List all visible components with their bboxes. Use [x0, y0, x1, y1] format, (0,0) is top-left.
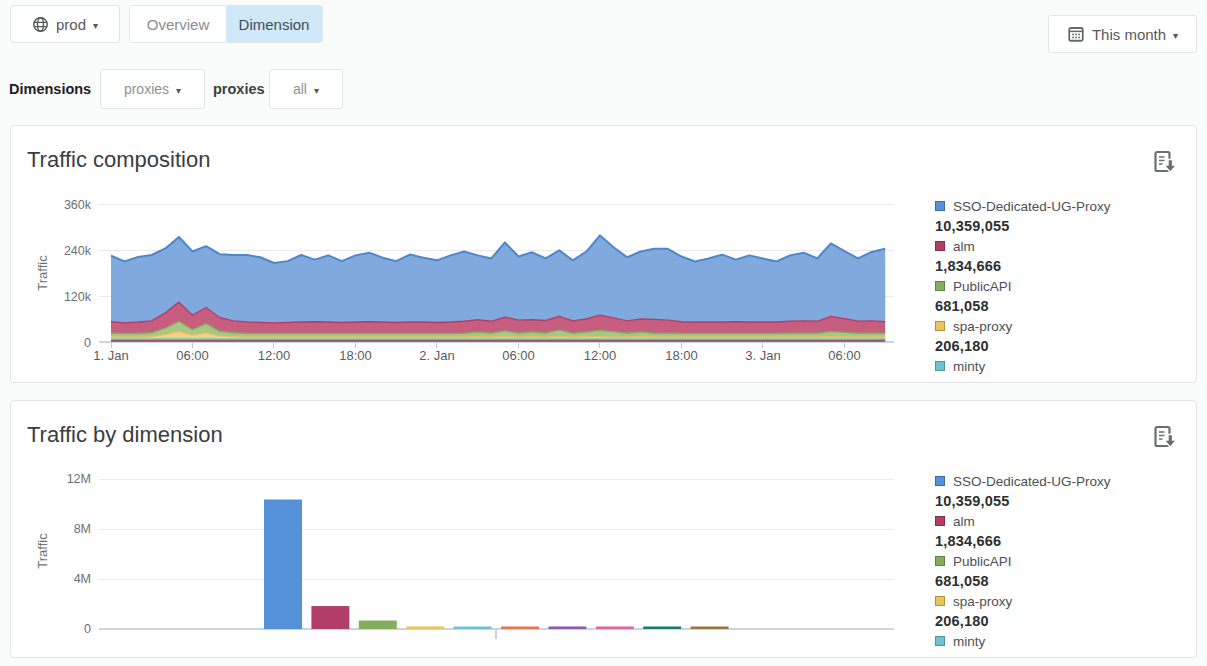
legend-value: 10,359,055: [935, 216, 1193, 236]
selected-dimension-label: proxies: [213, 81, 265, 97]
legend-label: spa-proxy: [953, 319, 1012, 334]
legend-label: minty: [953, 359, 985, 374]
legend-swatch: [935, 201, 945, 211]
y-tick-label: 0: [84, 336, 91, 350]
calendar-icon: [1067, 25, 1085, 43]
bar-dim6: [501, 627, 539, 630]
legend-label: spa-proxy: [953, 594, 1012, 609]
dimension-value-select[interactable]: all ▾: [269, 69, 343, 109]
dimension-select[interactable]: proxies ▾: [100, 69, 205, 109]
legend-value: 1,834,666: [935, 531, 1193, 551]
legend-swatch: [935, 596, 945, 606]
caret-down-icon: ▾: [93, 20, 98, 31]
dimensions-label: Dimensions: [9, 81, 91, 97]
legend-label: SSO-Dedicated-UG-Proxy: [953, 474, 1111, 489]
bar-dim10: [691, 627, 729, 630]
legend-item[interactable]: SSO-Dedicated-UG-Proxy: [935, 471, 1193, 491]
bar-dim8: [596, 627, 634, 630]
card-title: Traffic composition: [27, 147, 210, 173]
legend-value: [935, 376, 1193, 377]
bar-alm: [311, 606, 349, 629]
traffic-by-dimension-card: 0 4M 8M 12M Traffic Traffic by dimension SSO…: [10, 400, 1197, 658]
view-tabs: Overview Dimension: [129, 5, 323, 43]
x-tick-label: 18:00: [339, 348, 372, 363]
download-report-icon: [1153, 425, 1177, 451]
y-tick-label: 4M: [74, 572, 91, 586]
export-report-button[interactable]: [1153, 150, 1177, 176]
caret-down-icon: ▾: [1173, 30, 1178, 41]
date-range-label: This month: [1092, 26, 1166, 43]
bar-minty: [454, 627, 492, 630]
bar-spa-proxy: [406, 626, 444, 629]
legend-item[interactable]: PublicAPI: [935, 276, 1193, 296]
legend-label: minty: [953, 634, 985, 649]
legend-swatch: [935, 556, 945, 566]
export-report-button[interactable]: [1153, 425, 1177, 451]
legend-item[interactable]: spa-proxy: [935, 591, 1193, 611]
x-tick-label: 18:00: [665, 348, 698, 363]
legend-label: PublicAPI: [953, 279, 1012, 294]
legend-label: SSO-Dedicated-UG-Proxy: [953, 199, 1111, 214]
caret-down-icon: ▾: [176, 85, 181, 96]
legend-swatch: [935, 516, 945, 526]
legend-value: 10,359,055: [935, 491, 1193, 511]
y-tick-label: 120k: [64, 290, 92, 304]
y-tick-label: 360k: [64, 198, 92, 212]
bar-SSO-Dedicated-UG-Proxy: [264, 500, 302, 629]
area-series-SSO-Dedicated-UG-Proxy: [111, 235, 885, 322]
y-axis-label: Traffic: [35, 533, 50, 569]
legend-item[interactable]: PublicAPI: [935, 551, 1193, 571]
legend-value: 206,180: [935, 336, 1193, 356]
legend-label: PublicAPI: [953, 554, 1012, 569]
x-tick-label: 06:00: [828, 348, 861, 363]
y-tick-label: 12M: [67, 472, 91, 486]
legend-swatch: [935, 476, 945, 486]
legend-value: 1,834,666: [935, 256, 1193, 276]
legend-swatch: [935, 361, 945, 371]
legend-value: 681,058: [935, 571, 1193, 591]
tab-overview[interactable]: Overview: [130, 6, 226, 42]
legend-item[interactable]: minty: [935, 631, 1193, 650]
legend-swatch: [935, 636, 945, 646]
legend-item[interactable]: spa-proxy: [935, 316, 1193, 336]
x-tick-label: 06:00: [502, 348, 535, 363]
x-tick-label: 1. Jan: [93, 348, 128, 363]
date-range-selector[interactable]: This month ▾: [1048, 15, 1197, 53]
legend-swatch: [935, 281, 945, 291]
x-tick-label: 2. Jan: [419, 348, 454, 363]
download-report-icon: [1153, 150, 1177, 176]
legend-value: 681,058: [935, 296, 1193, 316]
y-tick-label: 0: [84, 622, 91, 636]
caret-down-icon: ▾: [314, 85, 319, 96]
x-tick-label: 12:00: [584, 348, 617, 363]
legend-label: alm: [953, 239, 975, 254]
legend-item[interactable]: alm: [935, 236, 1193, 256]
environment-label: prod: [56, 16, 86, 33]
chart-legend: SSO-Dedicated-UG-Proxy 10,359,055 alm 1,834…: [935, 196, 1193, 377]
x-tick-label: 06:00: [176, 348, 209, 363]
bar-dim7: [548, 627, 586, 630]
legend-item[interactable]: minty: [935, 356, 1193, 376]
tab-dimension[interactable]: Dimension: [226, 6, 322, 42]
legend-label: alm: [953, 514, 975, 529]
traffic-composition-card: 0 120k 240k 360k 1. Jan 06:00 12:00 18:00 2. Jan…: [10, 125, 1197, 383]
y-tick-label: 240k: [64, 244, 92, 258]
globe-icon: [32, 16, 49, 33]
dimension-value-select-value: all: [293, 81, 307, 97]
x-tick-label: 12:00: [258, 348, 291, 363]
legend-swatch: [935, 321, 945, 331]
bar-PublicAPI: [359, 620, 397, 629]
card-title: Traffic by dimension: [27, 422, 223, 448]
legend-value: 206,180: [935, 611, 1193, 631]
legend-swatch: [935, 241, 945, 251]
x-tick-label: 3. Jan: [745, 348, 780, 363]
legend-item[interactable]: SSO-Dedicated-UG-Proxy: [935, 196, 1193, 216]
dimension-select-value: proxies: [124, 81, 169, 97]
y-axis-label: Traffic: [35, 255, 50, 291]
environment-selector[interactable]: prod ▾: [10, 5, 120, 43]
legend-item[interactable]: alm: [935, 511, 1193, 531]
y-tick-label: 8M: [74, 522, 91, 536]
bar-dim9: [643, 627, 681, 630]
chart-legend: SSO-Dedicated-UG-Proxy 10,359,055 alm 1,834…: [935, 471, 1193, 650]
